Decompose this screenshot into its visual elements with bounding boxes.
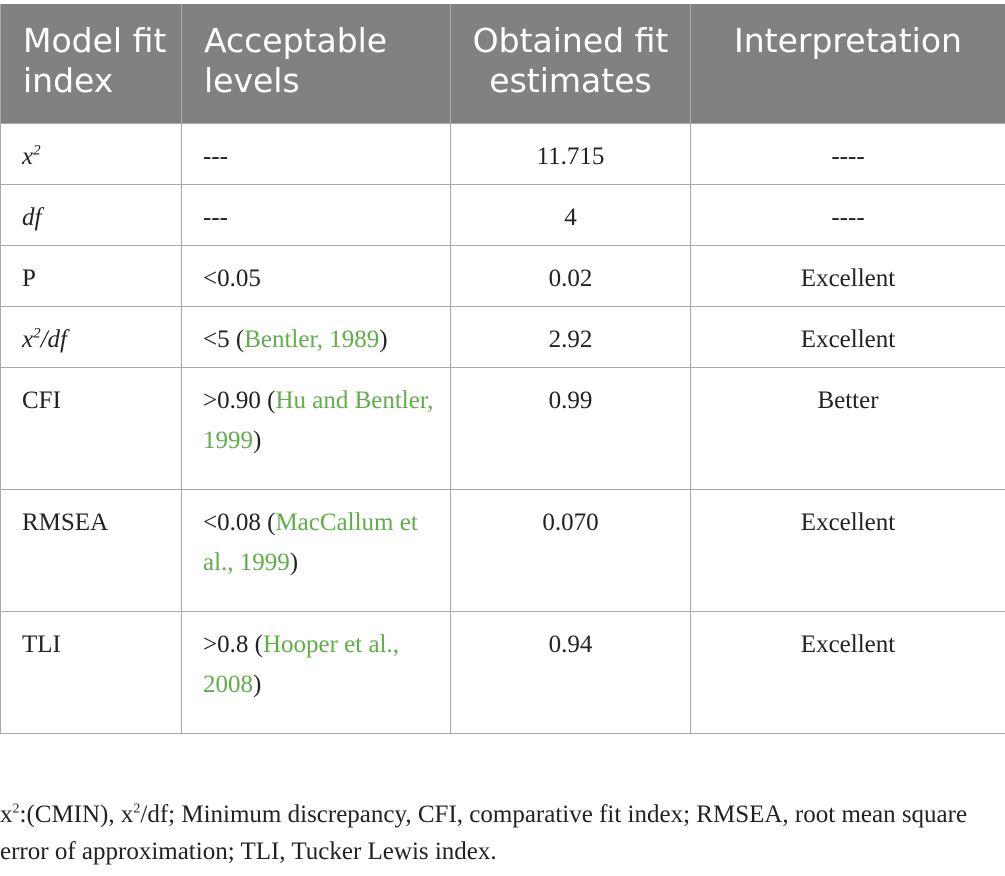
- header-acceptable-levels: Acceptable levels: [181, 4, 451, 124]
- citation-link[interactable]: MacCallum et al., 1999: [203, 508, 418, 576]
- cell-level: <0.05: [181, 244, 451, 307]
- header-model-fit-index: Model fit index: [0, 4, 182, 124]
- cell-estimate: 4: [450, 183, 691, 246]
- cell-level: >0.8 (Hooper et al., 2008): [181, 610, 451, 734]
- cell-level: ---: [181, 183, 451, 246]
- cell-interpretation: ----: [690, 183, 1005, 246]
- cell-interpretation: Excellent: [690, 488, 1005, 612]
- table-row: df --- 4 ----: [0, 183, 1005, 246]
- cell-level: <0.08 (MacCallum et al., 1999): [181, 488, 451, 612]
- cell-level: ---: [181, 122, 451, 185]
- cell-interpretation: Excellent: [690, 244, 1005, 307]
- cell-level: <5 (Bentler, 1989): [181, 305, 451, 368]
- cell-estimate: 0.02: [450, 244, 691, 307]
- cell-estimate: 2.92: [450, 305, 691, 368]
- cell-index: P: [0, 244, 182, 307]
- header-obtained-fit-estimates: Obtained fit estimates: [450, 4, 691, 124]
- cell-interpretation: Excellent: [690, 610, 1005, 734]
- table-row: x2/df <5 (Bentler, 1989) 2.92 Excellent: [0, 305, 1005, 368]
- table-row: x2 --- 11.715 ----: [0, 122, 1005, 185]
- cell-estimate: 11.715: [450, 122, 691, 185]
- table-row: CFI >0.90 (Hu and Bentler, 1999) 0.99 Be…: [0, 366, 1005, 490]
- cell-estimate: 0.94: [450, 610, 691, 734]
- cell-interpretation: Better: [690, 366, 1005, 490]
- table-row: RMSEA <0.08 (MacCallum et al., 1999) 0.0…: [0, 488, 1005, 612]
- cell-index: x2/df: [0, 305, 182, 368]
- cell-interpretation: Excellent: [690, 305, 1005, 368]
- cell-level: >0.90 (Hu and Bentler, 1999): [181, 366, 451, 490]
- cell-estimate: 0.070: [450, 488, 691, 612]
- cell-index: RMSEA: [0, 488, 182, 612]
- table-row: TLI >0.8 (Hooper et al., 2008) 0.94 Exce…: [0, 610, 1005, 734]
- table-header-row: Model fit index Acceptable levels Obtain…: [0, 4, 1005, 124]
- citation-link[interactable]: Bentler, 1989: [244, 325, 380, 353]
- cell-index: df: [0, 183, 182, 246]
- cell-estimate: 0.99: [450, 366, 691, 490]
- cell-index: x2: [0, 122, 182, 185]
- cell-index: CFI: [0, 366, 182, 490]
- citation-link[interactable]: Hooper et al., 2008: [203, 630, 399, 698]
- table-footnote: x2:(CMIN), x2/df; Minimum discrepancy, C…: [0, 801, 968, 865]
- cell-index: TLI: [0, 610, 182, 734]
- model-fit-table: Model fit index Acceptable levels Obtain…: [0, 4, 1005, 734]
- table-row: P <0.05 0.02 Excellent: [0, 244, 1005, 307]
- header-interpretation: Interpretation: [690, 4, 1005, 124]
- citation-link[interactable]: Hu and Bentler, 1999: [203, 386, 434, 454]
- cell-interpretation: ----: [690, 122, 1005, 185]
